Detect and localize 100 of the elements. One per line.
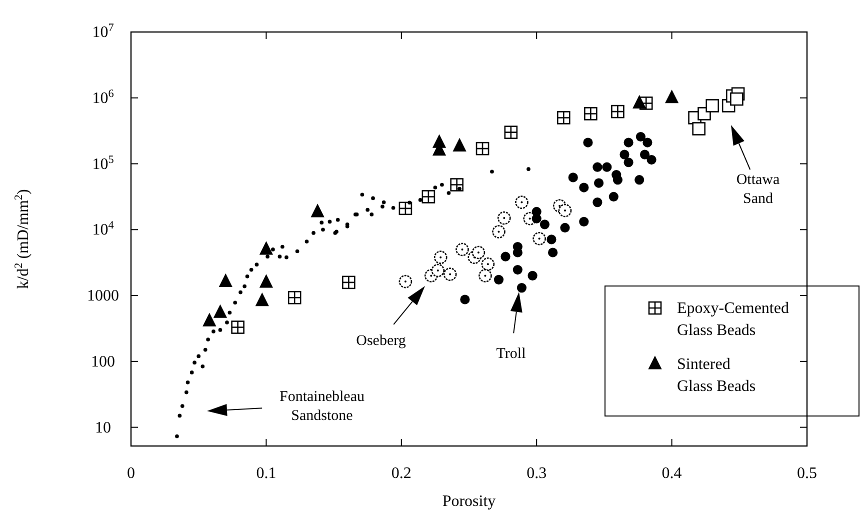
point: [706, 99, 720, 112]
point: [336, 218, 340, 222]
point: [260, 242, 273, 255]
point: [592, 162, 602, 172]
point: [620, 150, 630, 160]
point: [256, 293, 269, 306]
point: [219, 274, 232, 288]
x-tick-label: 0.5: [797, 465, 817, 482]
point: [184, 390, 188, 394]
point: [312, 231, 316, 235]
point: [594, 178, 604, 188]
point: [366, 208, 370, 212]
point: [446, 191, 451, 195]
y-tick-label: 10$^{6}$: [92, 88, 114, 107]
point: [196, 354, 201, 358]
point: [528, 270, 538, 280]
point: [433, 186, 438, 190]
y-tick-label: 1000: [87, 288, 119, 305]
point: [458, 186, 462, 191]
y-tick-label: 10: [95, 419, 111, 436]
point: [494, 274, 504, 284]
point: [730, 92, 744, 106]
point: [190, 370, 194, 374]
point: [500, 252, 510, 262]
point: [418, 198, 422, 202]
point: [692, 122, 706, 136]
y-tick-label: 100: [91, 353, 115, 370]
point: [242, 284, 246, 288]
point: [634, 175, 644, 185]
point: [546, 234, 556, 244]
point: [624, 158, 634, 168]
x-tick-label: 0.1: [256, 465, 276, 482]
y-tick-label: 10$^{7}$: [92, 22, 114, 41]
point: [202, 313, 216, 326]
point: [460, 294, 470, 304]
point: [266, 254, 270, 259]
point: [646, 154, 656, 165]
point: [278, 254, 282, 259]
point: [560, 222, 570, 233]
point: [218, 328, 222, 332]
point: [579, 216, 589, 226]
point: [408, 200, 412, 205]
point: [328, 220, 332, 224]
point: [284, 255, 288, 260]
point: [271, 248, 275, 252]
x-tick-label: 0.4: [662, 465, 682, 482]
point: [225, 320, 229, 324]
point: [624, 138, 634, 148]
point: [453, 138, 466, 152]
point: [548, 248, 558, 258]
x-tick-label: 0.3: [526, 465, 547, 482]
point: [516, 283, 527, 293]
point: [636, 132, 646, 142]
point: [321, 228, 325, 232]
point: [192, 360, 196, 364]
point: [665, 90, 678, 104]
point: [249, 268, 254, 272]
point: [233, 300, 238, 305]
point: [642, 138, 652, 148]
point: [280, 244, 284, 249]
point: [180, 404, 184, 408]
point: [304, 240, 309, 244]
point: [568, 172, 578, 182]
point: [526, 167, 530, 172]
point: [592, 198, 602, 208]
annotation: Troll: [496, 346, 526, 362]
point: [178, 414, 182, 418]
point: [391, 206, 396, 210]
point: [320, 220, 324, 224]
point: [632, 96, 646, 109]
y-tick-label: 10$^{5}$: [92, 154, 114, 173]
point: [540, 220, 550, 230]
point: [212, 330, 216, 334]
point: [370, 212, 374, 216]
point: [206, 338, 210, 342]
annotation: Ottawa Sand: [736, 172, 780, 207]
point: [640, 150, 650, 160]
point: [532, 214, 542, 224]
point: [380, 204, 384, 208]
point: [260, 274, 273, 288]
point: [228, 310, 232, 315]
point: [186, 380, 190, 384]
point: [360, 192, 364, 197]
point: [512, 264, 522, 275]
point: [472, 246, 486, 260]
point: [200, 364, 205, 368]
annotation: Fontainebleau Sandstone: [280, 389, 365, 424]
point: [382, 200, 386, 204]
point: [490, 170, 494, 174]
x-axis-title: Porosity: [442, 493, 496, 510]
x-tick-label: 0: [127, 465, 135, 482]
point: [602, 162, 612, 172]
point: [583, 138, 593, 148]
annotation: Oseberg: [356, 333, 406, 349]
y-tick-label: 10$^{4}$: [92, 220, 114, 239]
point: [295, 249, 300, 254]
legend-label: Epoxy-Cemented Glass Beads: [677, 300, 789, 339]
point: [245, 274, 250, 278]
x-tick-label: 0.2: [391, 465, 412, 482]
point: [203, 348, 208, 352]
